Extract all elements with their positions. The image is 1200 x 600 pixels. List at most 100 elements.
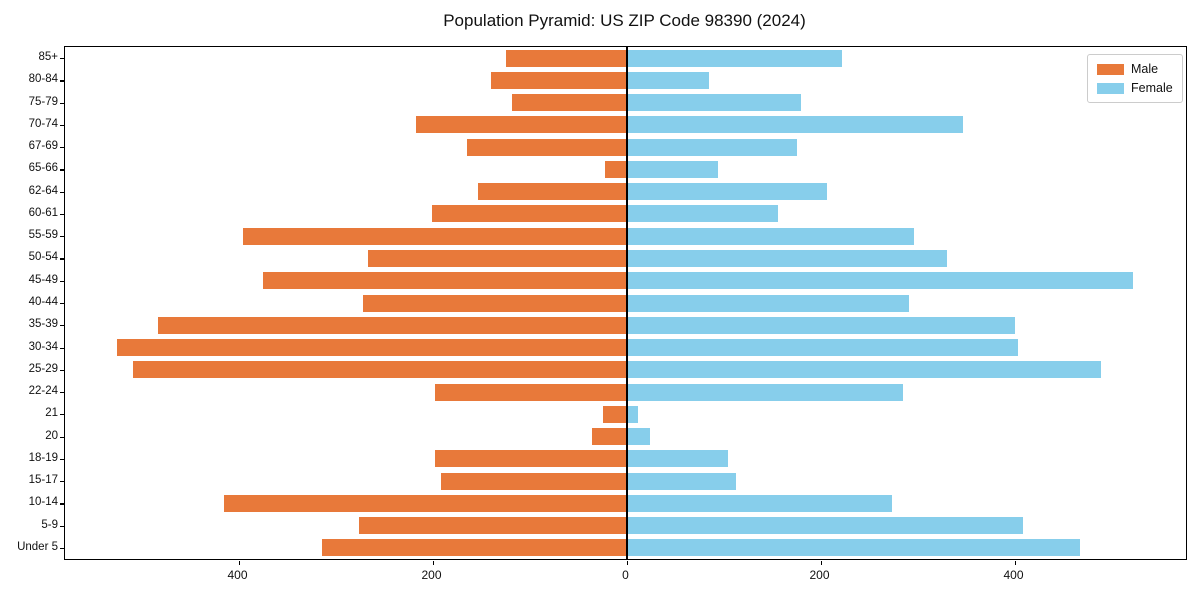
bar-female-35-39 <box>626 316 1016 334</box>
bar-female-80-84 <box>626 71 709 89</box>
y-tick-label-50-54: 50-54 <box>28 251 58 264</box>
y-axis-tick-35-39 <box>60 325 64 327</box>
y-tick-label-40-44: 40-44 <box>28 296 58 308</box>
bar-male-30-34 <box>117 339 627 357</box>
bar-male-under-5 <box>321 539 627 557</box>
x-axis-tick-200-1 <box>432 560 434 565</box>
y-axis-tick-60-61 <box>60 213 64 216</box>
y-axis-tick-10-14 <box>60 503 64 505</box>
bar-male-62-64 <box>478 183 627 201</box>
bar-female-70-74 <box>626 116 964 134</box>
bar-female-15-17 <box>626 472 737 490</box>
y-tick-label-25-29: 25-29 <box>28 362 58 375</box>
y-axis-tick-15-17 <box>60 481 64 483</box>
bar-male-67-69 <box>467 138 627 156</box>
bar-female-10-14 <box>626 494 893 512</box>
bar-male-50-54 <box>367 249 627 267</box>
bar-female-25-29 <box>626 361 1101 379</box>
bar-female-50-54 <box>626 249 947 267</box>
x-axis-tick-400-0 <box>238 560 240 565</box>
y-axis-tick-40-44 <box>60 303 64 305</box>
female-color-swatch <box>1097 82 1124 94</box>
bar-male-22-24 <box>435 383 627 401</box>
y-axis-tick-45-49 <box>60 280 64 282</box>
y-tick-label-55-59: 55-59 <box>28 229 58 242</box>
x-tick-label-400-0: 400 <box>227 568 248 582</box>
y-axis-tick-20 <box>60 436 64 438</box>
zero-axis-line <box>626 47 628 559</box>
y-tick-label-20: 20 <box>45 429 58 442</box>
y-tick-label-5-9: 5-9 <box>41 518 58 531</box>
y-tick-label-65-66: 65-66 <box>28 162 58 175</box>
y-tick-label-67-69: 67-69 <box>28 140 58 153</box>
y-tick-label-35-39: 35-39 <box>28 318 58 331</box>
legend-label-male: Male <box>1131 62 1159 76</box>
x-axis-tick-400-4 <box>1014 560 1016 565</box>
y-axis-tick-5-9 <box>60 525 64 527</box>
y-axis-tick-18-19 <box>60 458 64 460</box>
x-axis-tick-200-3 <box>820 560 822 565</box>
y-axis-tick-75-79 <box>60 102 64 104</box>
bar-male-35-39 <box>157 316 627 334</box>
y-tick-label-45-49: 45-49 <box>28 273 58 286</box>
x-tick-label-200-3: 200 <box>809 568 830 582</box>
bar-male-25-29 <box>132 361 627 379</box>
bar-female-18-19 <box>626 450 729 468</box>
bar-female-20 <box>626 428 650 446</box>
legend-label-female: Female <box>1131 81 1173 95</box>
bar-female-62-64 <box>626 183 828 201</box>
bar-male-85+ <box>506 49 627 67</box>
bar-male-65-66 <box>605 160 627 178</box>
bar-male-21 <box>603 405 627 423</box>
bar-male-18-19 <box>435 450 627 468</box>
bar-male-5-9 <box>358 517 627 535</box>
y-axis-tick-under-5 <box>60 547 64 550</box>
y-tick-label-70-74: 70-74 <box>28 117 58 130</box>
bar-male-80-84 <box>490 71 627 89</box>
y-tick-label-10-14: 10-14 <box>28 496 58 509</box>
x-tick-label-200-1: 200 <box>421 568 442 582</box>
y-tick-label-60-61: 60-61 <box>28 206 58 219</box>
y-axis-tick-25-29 <box>60 369 64 371</box>
bar-male-10-14 <box>223 494 627 512</box>
bar-female-40-44 <box>626 294 909 312</box>
y-tick-label-80-84: 80-84 <box>28 73 58 86</box>
bar-female-45-49 <box>626 272 1133 290</box>
y-axis-tick-22-24 <box>60 392 64 394</box>
bar-male-15-17 <box>441 472 627 490</box>
y-axis-tick-80-84 <box>60 80 64 82</box>
y-tick-label-62-64: 62-64 <box>28 184 58 197</box>
x-tick-label-400-4: 400 <box>1003 568 1024 582</box>
y-tick-label-75-79: 75-79 <box>28 95 58 108</box>
y-tick-label-85+: 85+ <box>38 51 58 64</box>
y-axis-tick-85+ <box>60 58 64 60</box>
y-tick-label-30-34: 30-34 <box>28 340 58 353</box>
legend-item-male: Male <box>1088 62 1182 76</box>
y-axis-tick-30-34 <box>60 347 64 349</box>
plot-area <box>60 46 1187 565</box>
bar-female-60-61 <box>626 205 778 223</box>
chart-title: Population Pyramid: US ZIP Code 98390 (2… <box>443 11 806 30</box>
bar-female-65-66 <box>626 160 718 178</box>
y-axis-tick-65-66 <box>60 169 64 171</box>
legend: Male Female <box>1087 54 1183 103</box>
bar-male-70-74 <box>416 116 627 134</box>
bar-male-45-49 <box>262 272 627 290</box>
bar-male-60-61 <box>431 205 627 223</box>
bar-female-30-34 <box>626 339 1019 357</box>
bar-male-75-79 <box>512 94 627 112</box>
y-tick-label-18-19: 18-19 <box>28 451 58 464</box>
bar-female-85+ <box>626 49 842 67</box>
y-axis-tick-67-69 <box>60 147 64 149</box>
bar-male-20 <box>591 428 627 446</box>
bar-female-22-24 <box>626 383 903 401</box>
bar-female-55-59 <box>626 227 914 245</box>
bar-female-21 <box>626 405 639 423</box>
y-tick-label-under-5: Under 5 <box>17 540 58 553</box>
bar-female-under-5 <box>626 539 1081 557</box>
y-axis-tick-62-64 <box>60 191 64 193</box>
bar-female-75-79 <box>626 94 802 112</box>
y-tick-label-15-17: 15-17 <box>28 474 58 487</box>
y-axis-tick-50-54 <box>60 258 64 260</box>
